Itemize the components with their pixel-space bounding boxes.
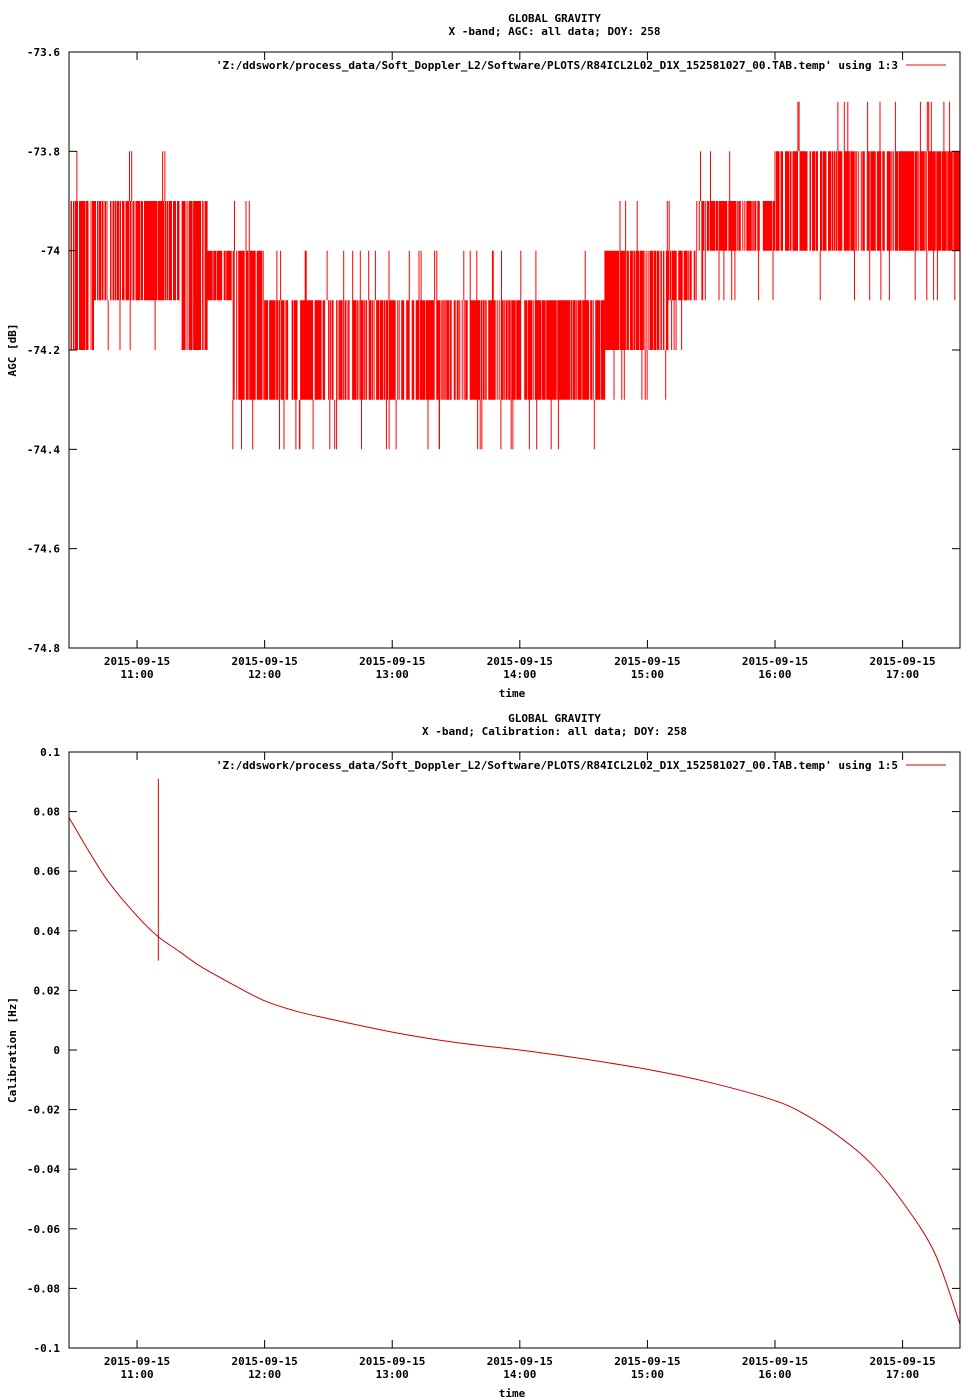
x-tick-date: 2015-09-15 (104, 655, 170, 668)
y-tick-label: 0.08 (34, 806, 61, 819)
x-tick-time: 17:00 (886, 668, 919, 681)
series-line (68, 778, 961, 1325)
y-tick-label: -74.4 (27, 443, 60, 456)
series-line (68, 101, 961, 450)
legend-label: 'Z:/ddswork/process_data/Soft_Doppler_L2… (216, 59, 898, 72)
x-tick-time: 12:00 (248, 1368, 281, 1381)
series-path (68, 817, 961, 1325)
chart-title: GLOBAL GRAVITY (508, 12, 601, 25)
y-tick-label: 0.1 (40, 746, 60, 759)
y-tick-label: -0.1 (34, 1342, 61, 1355)
y-tick-label: -0.06 (27, 1223, 60, 1236)
x-tick-date: 2015-09-15 (232, 655, 298, 668)
y-tick-label: -74.6 (27, 543, 60, 556)
y-tick-label: -74.8 (27, 642, 60, 655)
x-tick-time: 13:00 (376, 1368, 409, 1381)
y-tick-label: -0.02 (27, 1104, 60, 1117)
x-tick-time: 11:00 (120, 1368, 153, 1381)
series-path (68, 101, 961, 450)
chart-subtitle: X -band; Calibration: all data; DOY: 258 (422, 725, 687, 738)
x-tick-time: 14:00 (503, 668, 536, 681)
x-tick-time: 11:00 (120, 668, 153, 681)
y-tick-label: -73.6 (27, 46, 60, 59)
plot-frame (68, 751, 961, 1349)
y-axis-label: AGC [dB] (6, 324, 19, 377)
x-tick-date: 2015-09-15 (487, 1355, 553, 1368)
chart-subtitle: X -band; AGC: all data; DOY: 258 (449, 25, 661, 38)
y-tick-label: -0.04 (27, 1163, 60, 1176)
x-tick-date: 2015-09-15 (614, 1355, 680, 1368)
x-tick-date: 2015-09-15 (742, 1355, 808, 1368)
x-tick-time: 17:00 (886, 1368, 919, 1381)
y-tick-label: -0.08 (27, 1282, 60, 1295)
x-tick-date: 2015-09-15 (869, 1355, 935, 1368)
y-tick-label: -73.8 (27, 145, 60, 158)
x-axis-label: time (499, 1387, 526, 1400)
x-tick-time: 13:00 (376, 668, 409, 681)
y-tick-label: 0.04 (34, 925, 61, 938)
legend-label: 'Z:/ddswork/process_data/Soft_Doppler_L2… (216, 759, 898, 772)
x-tick-date: 2015-09-15 (359, 655, 425, 668)
x-tick-date: 2015-09-15 (869, 655, 935, 668)
x-tick-date: 2015-09-15 (614, 655, 680, 668)
x-tick-time: 16:00 (758, 668, 791, 681)
x-tick-time: 16:00 (758, 1368, 791, 1381)
y-tick-label: -74 (40, 245, 60, 258)
y-tick-label: -74.2 (27, 344, 60, 357)
x-tick-date: 2015-09-15 (104, 1355, 170, 1368)
x-axis-label: time (499, 687, 526, 700)
x-tick-time: 15:00 (631, 668, 664, 681)
x-tick-date: 2015-09-15 (359, 1355, 425, 1368)
x-tick-time: 15:00 (631, 1368, 664, 1381)
y-tick-label: 0 (53, 1044, 60, 1057)
x-tick-date: 2015-09-15 (487, 655, 553, 668)
chart-title: GLOBAL GRAVITY (508, 712, 601, 725)
y-tick-label: 0.02 (34, 984, 61, 997)
y-tick-label: 0.06 (34, 865, 61, 878)
x-tick-date: 2015-09-15 (742, 655, 808, 668)
x-tick-date: 2015-09-15 (232, 1355, 298, 1368)
x-tick-time: 12:00 (248, 668, 281, 681)
y-axis-label: Calibration [Hz] (6, 997, 19, 1103)
x-tick-time: 14:00 (503, 1368, 536, 1381)
